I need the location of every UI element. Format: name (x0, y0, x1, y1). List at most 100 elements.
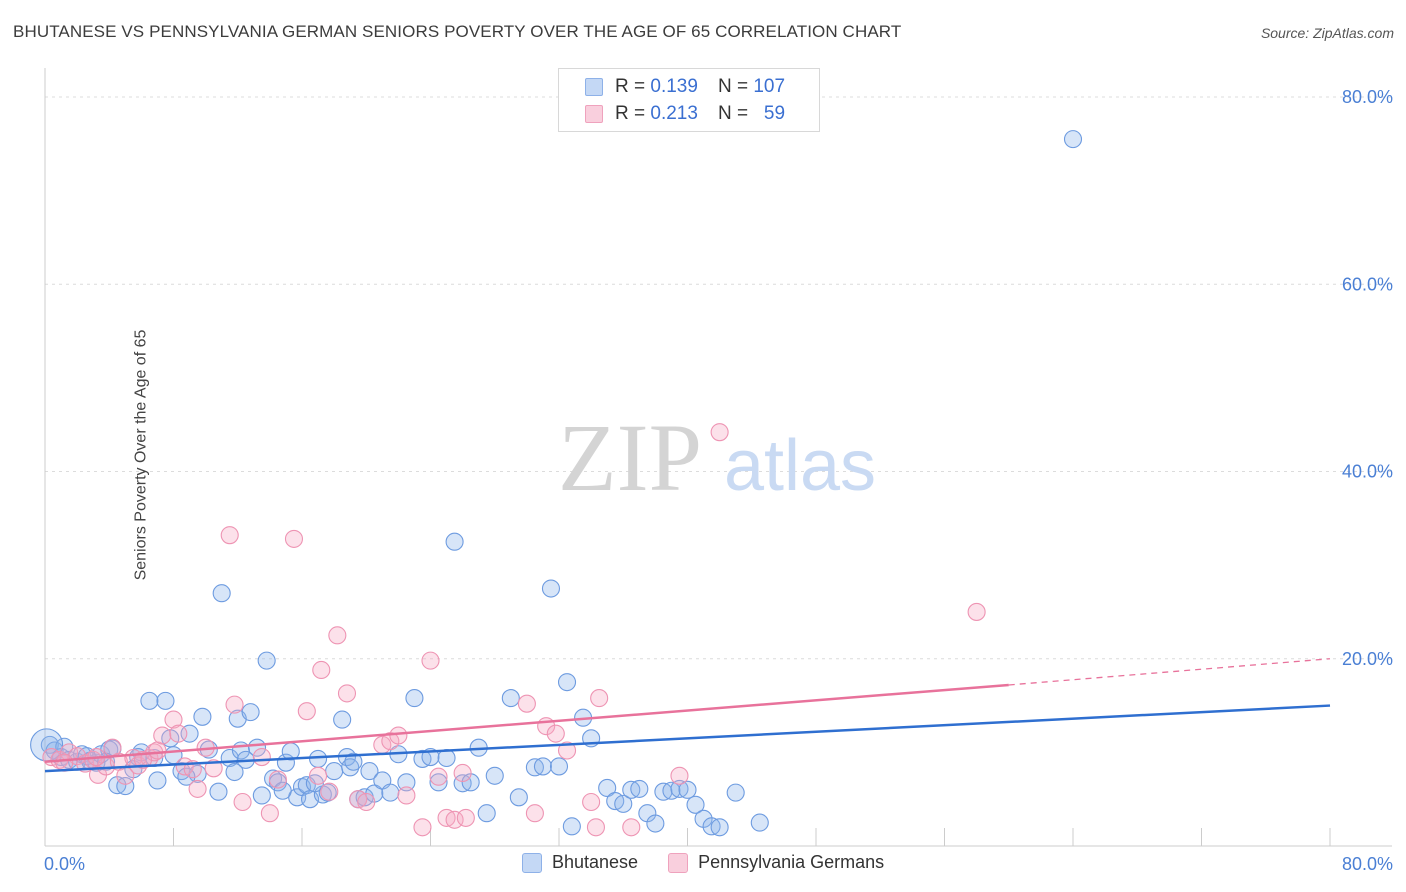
point-bhutanese (341, 758, 360, 777)
point-pennsylvania-germans (357, 792, 376, 812)
point-bhutanese (148, 771, 167, 790)
point-pennsylvania-germans (590, 689, 609, 708)
point-pennsylvania-germans (153, 726, 172, 745)
point-pennsylvania-germans (268, 770, 287, 789)
point-bhutanese (445, 532, 464, 551)
point-pennsylvania-germans (337, 684, 357, 703)
x-tick-label: 0.0% (44, 854, 85, 874)
point-bhutanese (193, 707, 212, 726)
point-pennsylvania-germans (429, 767, 448, 786)
trend-line-pennsylvania-germans-extension (1008, 658, 1331, 686)
point-pennsylvania-germans (225, 695, 244, 714)
point-bhutanese (710, 818, 729, 837)
point-bhutanese (726, 783, 745, 802)
point-bhutanese (333, 710, 352, 729)
point-bhutanese (381, 783, 400, 802)
point-bhutanese (533, 757, 552, 776)
point-bhutanese (360, 762, 379, 781)
chart-title: BHUTANESE VS PENNSYLVANIA GERMAN SENIORS… (13, 22, 902, 41)
stats-legend: R = 0.139 N = 107 R = 0.213 N = 59 (558, 68, 820, 132)
axes (44, 68, 1392, 847)
point-pennsylvania-germans (133, 750, 153, 769)
r-label: R = (615, 103, 646, 124)
series-legend: Bhutanese Pennsylvania Germans (522, 852, 914, 873)
point-pennsylvania-germans (389, 726, 408, 745)
point-pennsylvania-germans (252, 748, 271, 767)
legend-label: Bhutanese (552, 852, 639, 872)
point-pennsylvania-germans (453, 763, 472, 783)
point-pennsylvania-germans (445, 810, 464, 829)
legend-swatch-pink (668, 852, 689, 873)
grid (45, 96, 1392, 660)
y-axis-label: Seniors Poverty Over the Age of 65 (132, 329, 150, 581)
point-pennsylvania-germans (169, 724, 188, 743)
trend-lines (44, 658, 1331, 773)
legend-item-bhutanese: Bhutanese (522, 852, 638, 873)
point-bhutanese (212, 584, 231, 603)
point-pennsylvania-germans (421, 651, 440, 670)
point-pennsylvania-germans (582, 792, 601, 812)
point-pennsylvania-germans (517, 694, 536, 713)
point-bhutanese (630, 779, 649, 798)
n-value: 107 (753, 76, 786, 97)
point-pennsylvania-germans (710, 423, 729, 442)
point-bhutanese (325, 762, 344, 781)
x-tick-label: 80.0% (1342, 854, 1393, 874)
legend-label: Pennsylvania Germans (698, 852, 885, 872)
source-label: Source: ZipAtlas.com (1260, 25, 1394, 41)
point-bhutanese (501, 689, 520, 708)
point-pennsylvania-germans (148, 741, 167, 760)
swatch-pink (585, 105, 603, 123)
point-pennsylvania-germans (309, 766, 328, 785)
point-pennsylvania-germans (546, 724, 565, 743)
point-bhutanese (344, 752, 363, 771)
point-pennsylvania-germans (188, 779, 207, 798)
point-bhutanese (225, 762, 244, 782)
legend-row-bhutanese: R = 0.139 N = 107 (585, 76, 785, 98)
r-value: 0.139 (650, 76, 698, 97)
point-pennsylvania-germans (525, 804, 544, 823)
point-pennsylvania-germans (397, 786, 416, 805)
point-bhutanese (477, 804, 496, 823)
point-pennsylvania-germans (204, 759, 223, 778)
swatch-blue (585, 78, 603, 96)
point-bhutanese (598, 778, 617, 798)
point-bhutanese (562, 817, 581, 836)
trend-line-bhutanese (44, 704, 1331, 773)
point-pennsylvania-germans (328, 626, 347, 645)
point-pennsylvania-germans (260, 804, 279, 823)
point-bhutanese (429, 773, 448, 792)
point-bhutanese (541, 579, 561, 598)
point-pennsylvania-germans (320, 782, 339, 801)
watermark-zip: ZIP (558, 404, 702, 511)
point-pennsylvania-germans (456, 808, 475, 827)
y-tick-label: 60.0% (1342, 274, 1393, 294)
point-pennsylvania-germans (413, 818, 432, 837)
point-bhutanese (1063, 130, 1083, 149)
tick-labels: 20.0% 40.0% 60.0% 80.0% 0.0% 80.0% (44, 87, 1393, 874)
r-value: 0.213 (650, 103, 698, 124)
point-pennsylvania-germans (670, 766, 689, 785)
legend-item-pennsylvania-germans: Pennsylvania Germans (668, 852, 884, 873)
y-tick-label: 20.0% (1342, 649, 1393, 669)
point-bhutanese (318, 783, 337, 802)
watermark: ZIP atlas (558, 404, 876, 511)
point-bhutanese (686, 795, 705, 814)
point-bhutanese (257, 651, 276, 670)
point-bhutanese (646, 814, 665, 833)
point-bhutanese (140, 691, 159, 710)
point-bhutanese (273, 781, 292, 800)
y-tick-label: 80.0% (1342, 87, 1393, 107)
point-bhutanese (750, 813, 769, 832)
point-pennsylvania-germans (586, 818, 605, 837)
point-pennsylvania-germans (967, 602, 986, 621)
n-label: N = (717, 76, 749, 97)
point-pennsylvania-germans (622, 818, 641, 837)
point-pennsylvania-germans (164, 710, 183, 729)
point-pennsylvania-germans (557, 741, 577, 760)
point-bhutanese (678, 780, 697, 799)
point-pennsylvania-germans (312, 660, 331, 680)
legend-row-pennsylvania-germans: R = 0.213 N = 59 (585, 103, 785, 125)
legend-swatch-blue (522, 852, 542, 873)
